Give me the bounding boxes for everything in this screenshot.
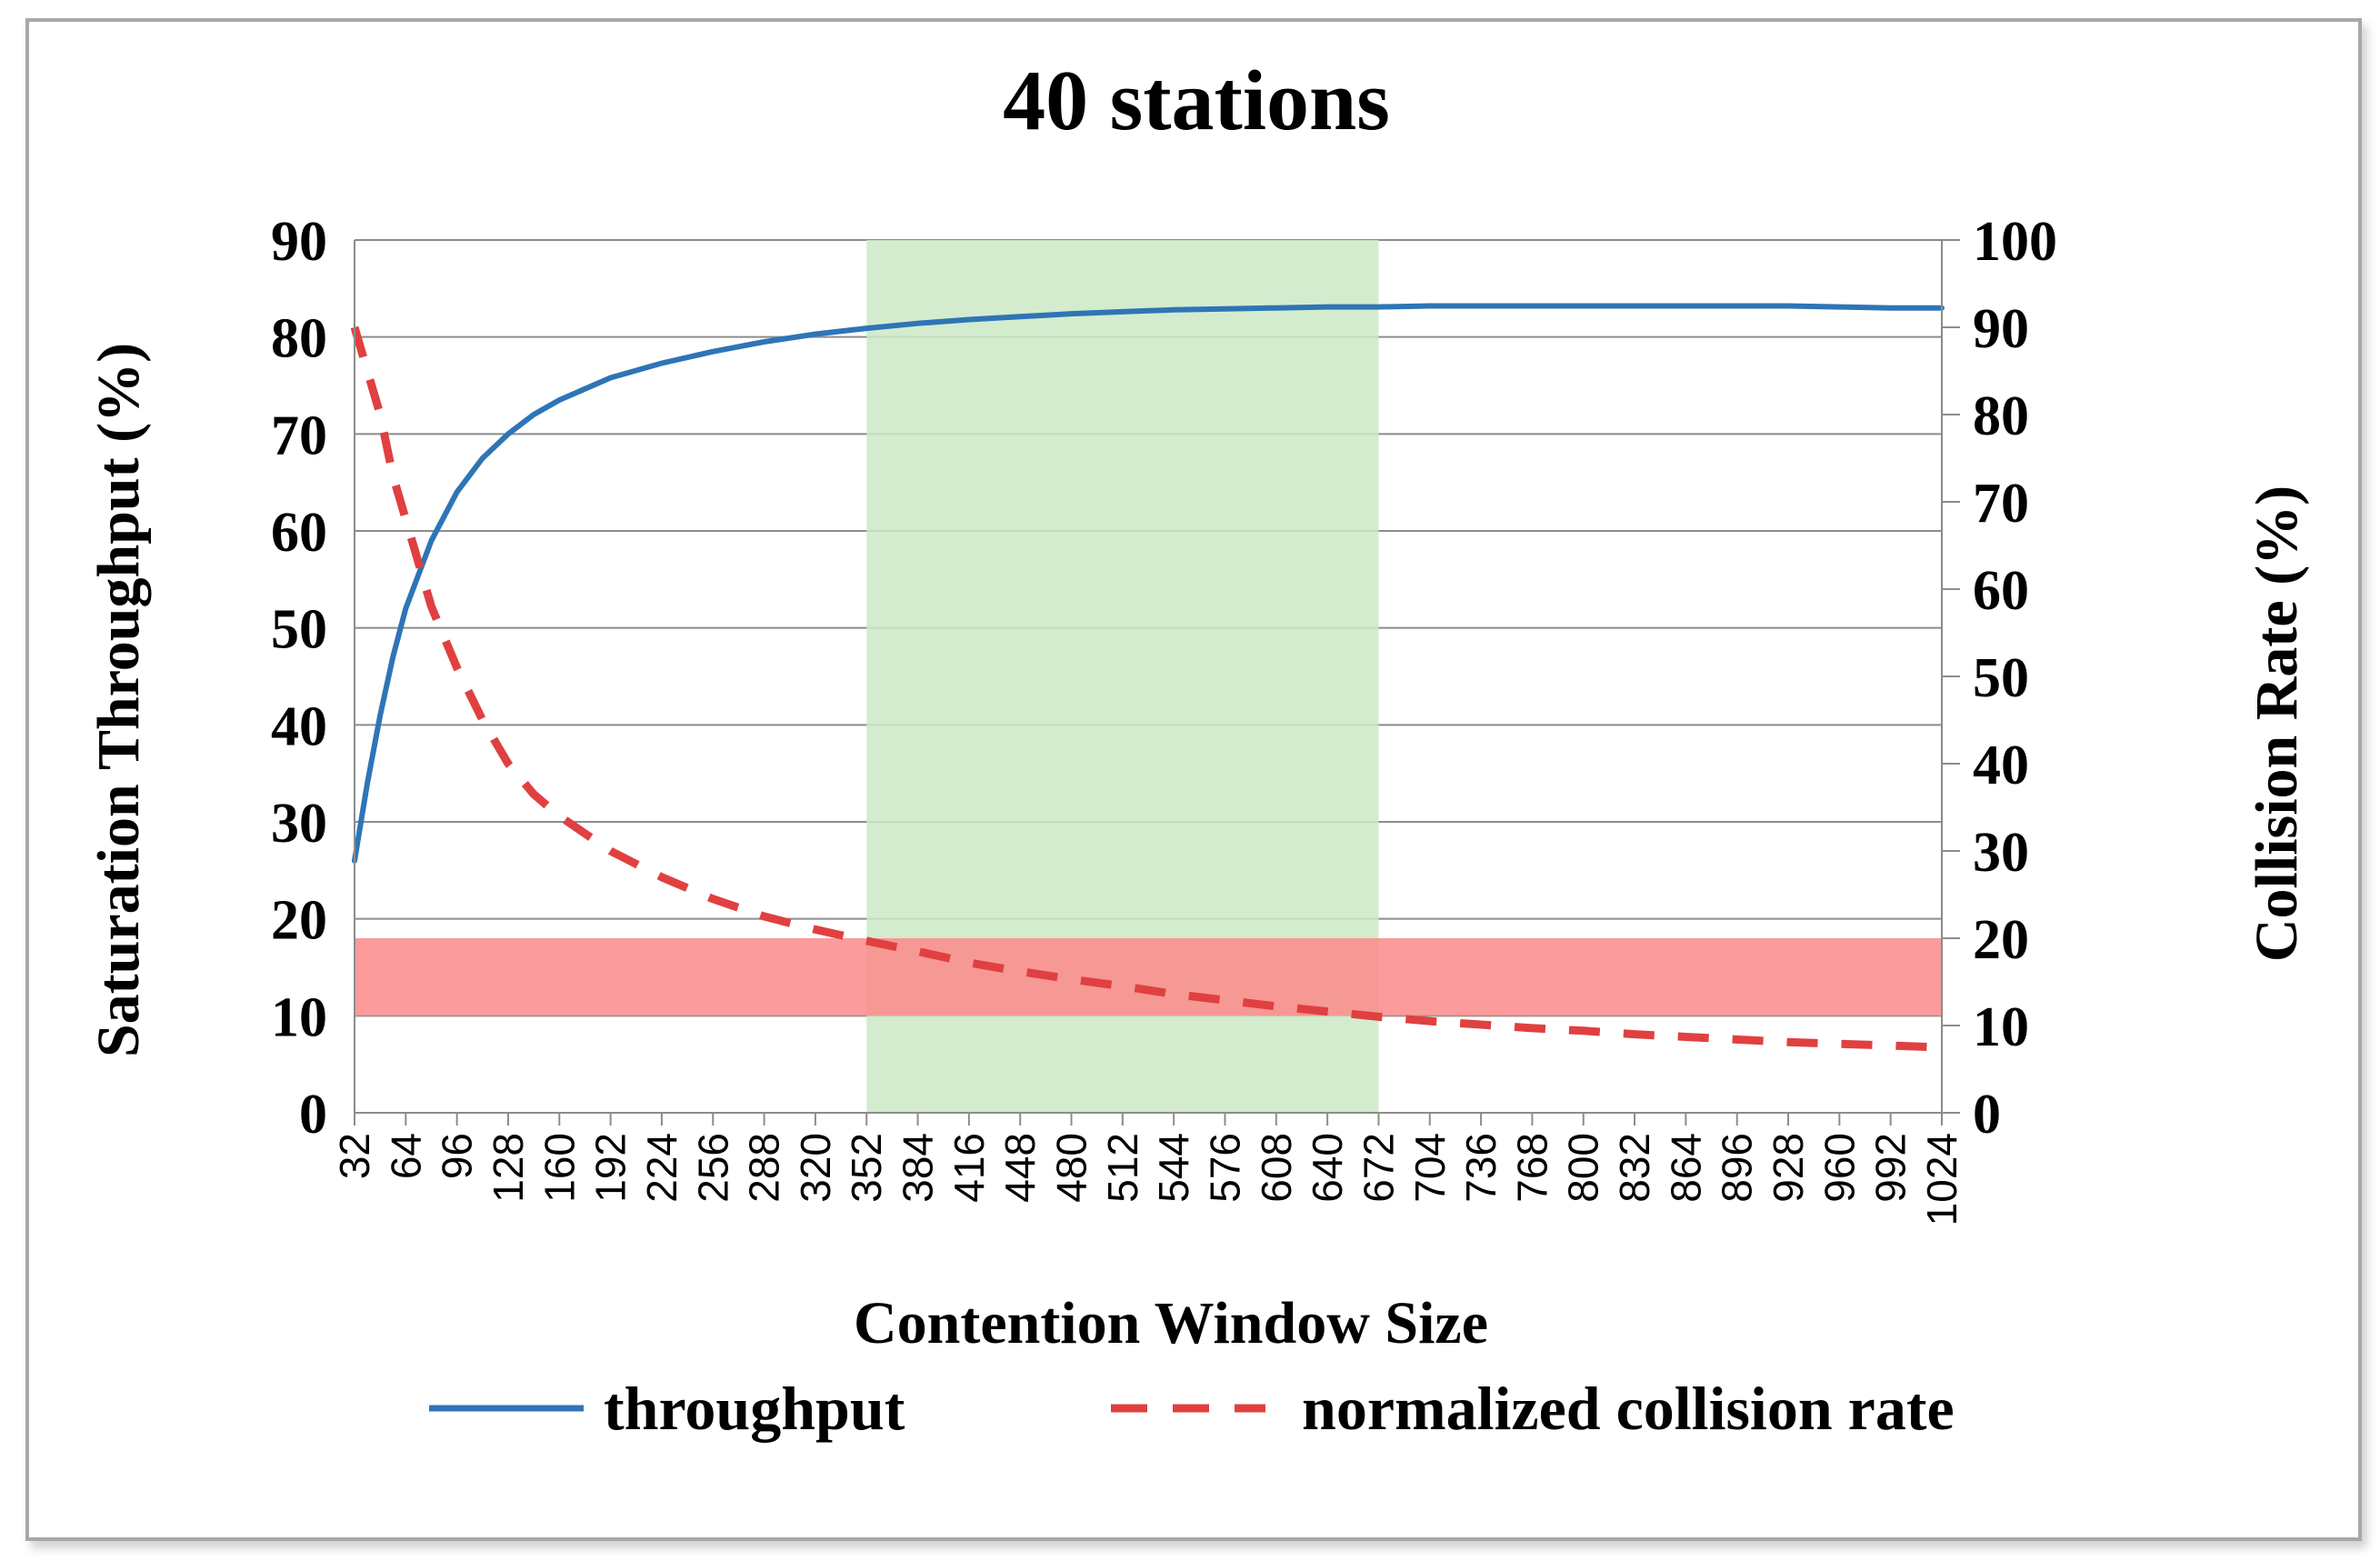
y-tick-right-60: 60	[1973, 560, 2029, 622]
y-tick-right-30: 30	[1973, 822, 2029, 884]
x-tick-928: 928	[1765, 1133, 1812, 1203]
x-tick-832: 832	[1611, 1133, 1658, 1203]
legend-collision-label: normalized collision rate	[1302, 1374, 1955, 1443]
x-tick-160: 160	[535, 1133, 583, 1203]
series-line-collision-rate	[350, 325, 1943, 1052]
y-tick-left-70: 70	[271, 405, 327, 466]
x-tick-32: 32	[331, 1133, 378, 1179]
x-tick-512: 512	[1099, 1133, 1146, 1203]
y-tick-right-100: 100	[1973, 211, 2057, 273]
x-tick-352: 352	[843, 1133, 890, 1203]
x-tick-448: 448	[996, 1133, 1044, 1203]
x-tick-416: 416	[945, 1133, 993, 1203]
x-tick-480: 480	[1048, 1133, 1095, 1203]
y-tick-right-20: 20	[1973, 909, 2029, 971]
y-axis-label-left: Saturation Throughput (%)	[85, 343, 152, 1057]
x-tick-896: 896	[1714, 1133, 1761, 1203]
x-tick-704: 704	[1406, 1133, 1454, 1203]
chart-frame: 0 10 20 30 40 50 60 70 80 90 0 10 20 30 40 50 60 70 80 90 10…	[25, 18, 2362, 1541]
chart-title: 40 stations	[1003, 54, 1390, 148]
x-tick-192: 192	[587, 1133, 635, 1203]
y-tick-right-90: 90	[1973, 298, 2029, 360]
x-tick-768: 768	[1508, 1133, 1555, 1203]
legend: throughput normalized collision rate	[429, 1374, 1955, 1443]
y-tick-right-40: 40	[1973, 735, 2029, 796]
x-tick-992: 992	[1867, 1133, 1915, 1203]
x-tick-608: 608	[1253, 1133, 1300, 1203]
x-tick-288: 288	[741, 1133, 788, 1203]
x-tick-544: 544	[1150, 1133, 1197, 1203]
x-tick-224: 224	[638, 1133, 685, 1203]
y-tick-right-0: 0	[1973, 1084, 2001, 1146]
y-tick-left-50: 50	[271, 599, 327, 661]
x-tick-320: 320	[792, 1133, 839, 1203]
y-tick-right-50: 50	[1973, 647, 2029, 709]
x-tick-128: 128	[485, 1133, 532, 1203]
y-axis-label-right: Collision Rate (%)	[2244, 485, 2310, 962]
y-tick-right-70: 70	[1973, 473, 2029, 535]
x-tick-576: 576	[1201, 1133, 1248, 1203]
y-tick-left-40: 40	[271, 695, 327, 757]
y-tick-right-10: 10	[1973, 996, 2029, 1058]
x-tick-672: 672	[1355, 1133, 1402, 1203]
x-tick-640: 640	[1304, 1133, 1351, 1203]
series-line-throughput	[352, 303, 1945, 864]
x-tick-800: 800	[1560, 1133, 1607, 1203]
legend-throughput-label: throughput	[604, 1374, 905, 1443]
y-tick-right-80: 80	[1973, 385, 2029, 447]
x-tick-64: 64	[382, 1133, 429, 1179]
y-tick-left-60: 60	[271, 502, 327, 564]
x-tick-864: 864	[1662, 1133, 1709, 1203]
y-tick-left-80: 80	[271, 308, 327, 370]
y-tick-left-90: 90	[271, 211, 327, 273]
x-tick-384: 384	[895, 1133, 942, 1203]
x-tick-96: 96	[434, 1133, 481, 1179]
y-tick-left-0: 0	[299, 1084, 327, 1146]
x-axis-label: Contention Window Size	[854, 1290, 1488, 1356]
x-tick-1024: 1024	[1918, 1133, 1965, 1226]
x-tick-736: 736	[1457, 1133, 1505, 1203]
x-tick-960: 960	[1815, 1133, 1863, 1203]
highlight-region-horizontal	[355, 938, 1942, 1016]
y-tick-left-30: 30	[271, 793, 327, 855]
y-tick-left-10: 10	[271, 986, 327, 1048]
y-tick-left-20: 20	[271, 890, 327, 952]
x-tick-256: 256	[689, 1133, 736, 1203]
chart: 0 10 20 30 40 50 60 70 80 90 0 10 20 30 40 50 60 70 80 90 10…	[85, 54, 2310, 1443]
